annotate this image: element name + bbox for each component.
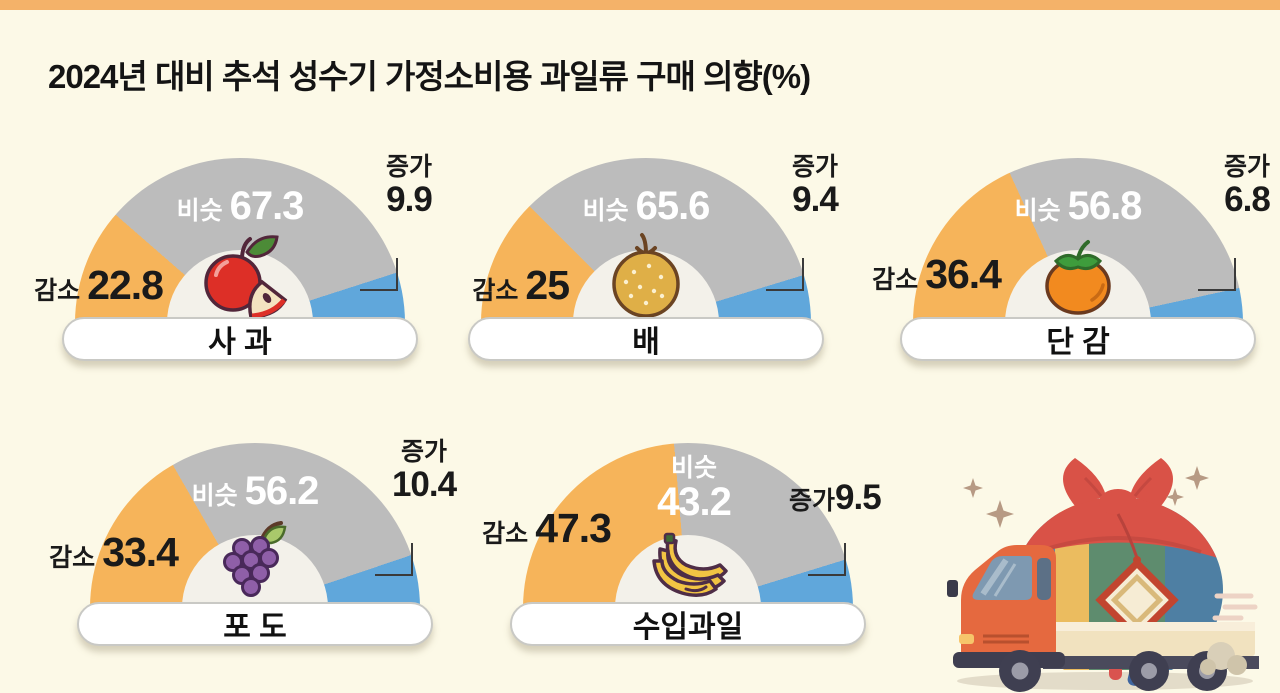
gauge-hole <box>167 235 313 323</box>
increase-word: 증가 <box>385 153 432 181</box>
decrease-value: 33.4 <box>102 529 179 575</box>
similar-value: 43.2 <box>657 480 732 525</box>
gauge-hole <box>1005 240 1151 323</box>
increase-word: 증가 <box>789 487 836 515</box>
gauge-arc <box>90 443 420 608</box>
gauge-chart-imported-fruit: 비슷 43.2 감소 47.3 증가 9.5 수입과일 <box>482 443 882 658</box>
increase-label: 증가 10.4 <box>372 439 476 504</box>
similar-value: 65.6 <box>635 184 711 228</box>
increase-label: 증가 9.5 <box>789 478 882 517</box>
increase-value: 9.4 <box>792 180 839 219</box>
similar-word: 비슷 <box>191 482 238 510</box>
illustration-area <box>925 430 1280 693</box>
similar-word: 비슷 <box>176 197 223 225</box>
decrease-label: 감소 33.4 <box>49 529 179 576</box>
increase-word: 증가 <box>400 438 447 466</box>
pear-icon <box>612 233 680 318</box>
page-title: 2024년 대비 추석 성수기 가정소비용 과일류 구매 의향(%) <box>48 58 811 95</box>
similar-word: 비슷 <box>1014 197 1061 225</box>
decrease-word: 감소 <box>34 277 81 305</box>
leader-line <box>1234 258 1236 291</box>
category-pill: 사 과 <box>62 317 418 361</box>
decrease-value: 47.3 <box>535 505 612 551</box>
decrease-value: 25 <box>525 262 570 308</box>
increase-word: 증가 <box>1223 153 1270 181</box>
similar-label: 비슷 67.3 <box>75 184 405 229</box>
increase-label: 증가 9.9 <box>357 154 461 219</box>
increase-label: 증가 6.8 <box>1195 154 1280 219</box>
dust-cloud <box>1200 642 1247 675</box>
leader-line <box>360 289 398 291</box>
leader-line <box>844 543 846 576</box>
apple-icon <box>204 235 288 319</box>
decrease-label: 감소 25 <box>472 262 570 309</box>
gauge-chart-apple: 비슷 67.3 감소 22.8 증가 9.9 사 과 <box>34 154 433 373</box>
gauge-hole <box>182 521 328 608</box>
increase-word: 증가 <box>791 153 838 181</box>
decrease-word: 감소 <box>49 544 96 572</box>
leader-line <box>396 258 398 291</box>
decrease-word: 감소 <box>872 266 919 294</box>
similar-label: 비슷 56.8 <box>913 184 1243 229</box>
decrease-label: 감소 47.3 <box>482 505 612 552</box>
increase-value: 9.9 <box>386 180 433 219</box>
banana-icon <box>652 532 728 597</box>
leader-line <box>808 574 846 576</box>
similar-value: 67.3 <box>229 184 305 228</box>
decrease-value: 22.8 <box>87 262 164 308</box>
category-pill: 포 도 <box>77 602 433 646</box>
decrease-word: 감소 <box>482 520 529 548</box>
similar-label: 비슷 43.2 <box>619 454 769 525</box>
decrease-word: 감소 <box>472 277 519 305</box>
similar-label: 비슷 65.6 <box>481 184 811 229</box>
decrease-value: 36.4 <box>925 251 1002 297</box>
gauge-chart-pear: 비슷 65.6 감소 25 증가 9.4 배 <box>468 154 839 373</box>
category-pill: 단 감 <box>900 317 1256 361</box>
leader-line <box>375 574 413 576</box>
decrease-label: 감소 36.4 <box>872 251 1002 298</box>
speed-lines <box>1212 593 1258 621</box>
leader-line <box>411 543 413 576</box>
leader-line <box>1198 289 1236 291</box>
sparkle-icons <box>963 466 1209 528</box>
category-pill: 수입과일 <box>510 602 866 646</box>
persimmon-icon <box>1045 240 1111 315</box>
grape-icon <box>223 521 287 597</box>
similar-value: 56.8 <box>1067 184 1143 228</box>
increase-label: 증가 9.4 <box>763 154 867 219</box>
leader-line <box>802 258 804 291</box>
accent-bar <box>0 0 1280 10</box>
delivery-truck-illustration <box>947 458 1259 692</box>
increase-value: 9.5 <box>835 478 882 517</box>
gauge-arc <box>913 158 1243 323</box>
decrease-label: 감소 22.8 <box>34 262 164 309</box>
gauge-chart-grape: 비슷 56.2 감소 33.4 증가 10.4 포 도 <box>49 439 457 658</box>
similar-label: 비슷 56.2 <box>90 469 420 514</box>
leader-line <box>766 289 804 291</box>
gauge-chart-persimmon: 비슷 56.8 감소 36.4 증가 6.8 단 감 <box>872 154 1271 373</box>
gauge-hole <box>573 233 719 323</box>
gauge-hole <box>615 532 761 608</box>
increase-value: 10.4 <box>391 465 457 504</box>
category-pill: 배 <box>468 317 824 361</box>
similar-word: 비슷 <box>582 197 629 225</box>
similar-value: 56.2 <box>244 469 320 513</box>
similar-word: 비슷 <box>670 454 717 482</box>
increase-value: 6.8 <box>1224 180 1271 219</box>
